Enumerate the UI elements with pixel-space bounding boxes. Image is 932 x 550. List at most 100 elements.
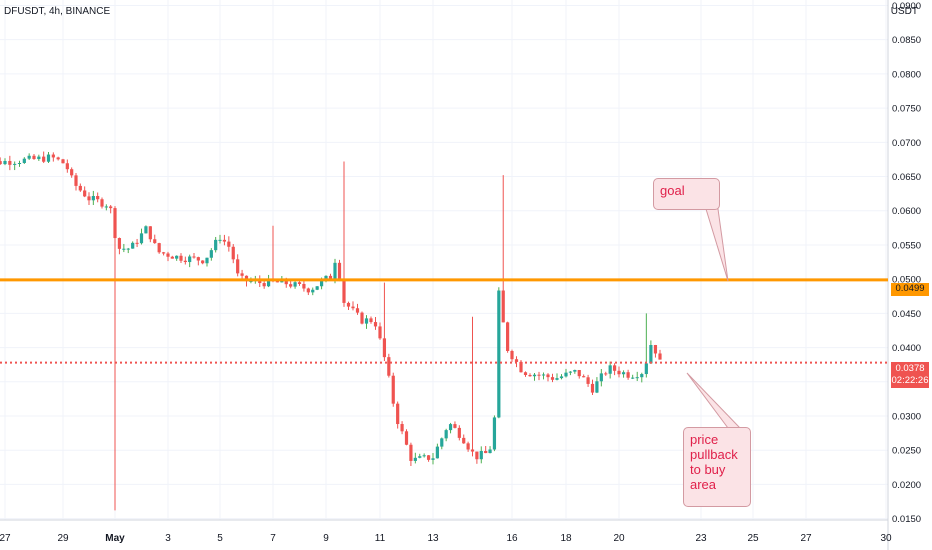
x-tick-label: 5 <box>217 533 223 544</box>
y-tick-label: 0.0150 <box>892 514 921 525</box>
candle-body <box>65 163 69 170</box>
candle-body <box>78 185 82 191</box>
pullback-callout-pointer <box>686 372 742 429</box>
candle-body <box>653 345 658 354</box>
y-tick-label: 0.0200 <box>892 480 921 491</box>
candle-body <box>550 377 555 380</box>
x-tick-label: 27 <box>0 533 11 544</box>
candle-body <box>302 283 306 289</box>
candle-body <box>293 282 297 287</box>
candle-body <box>387 357 391 376</box>
candle-body <box>179 255 183 261</box>
y-tick-label: 0.0600 <box>892 206 921 217</box>
candle-body <box>170 256 174 259</box>
candle-body <box>91 196 95 201</box>
candle-body <box>333 262 337 279</box>
candle-body <box>409 444 413 461</box>
candle-body <box>514 359 519 362</box>
candle-body <box>568 371 573 373</box>
candle-body <box>337 262 342 280</box>
candle-body <box>373 322 378 327</box>
candle-body <box>61 159 65 164</box>
candle-body <box>342 279 346 303</box>
candle-body <box>289 284 293 287</box>
candle-body <box>284 278 288 285</box>
candle-body <box>346 302 351 307</box>
candle-body <box>315 286 319 290</box>
candle-body <box>577 369 581 377</box>
symbol-title: DFUSDT, 4h, BINANCE <box>4 6 111 17</box>
candle-body <box>104 206 108 208</box>
candle-body <box>360 312 364 324</box>
candle-body <box>631 377 635 379</box>
candle-body <box>396 403 400 425</box>
candle-body <box>183 260 187 263</box>
candle-body <box>196 257 200 261</box>
candle-body <box>27 155 31 159</box>
y-tick-label: 0.0550 <box>892 240 921 251</box>
candle-body <box>537 374 541 376</box>
candle-body <box>528 375 532 377</box>
x-tick-label: 3 <box>165 533 171 544</box>
candle-body <box>144 226 148 234</box>
x-tick-label: 7 <box>270 533 276 544</box>
candle-body <box>122 248 126 250</box>
candle-body <box>586 377 590 384</box>
candle-body <box>311 289 315 293</box>
candle-body <box>497 290 501 418</box>
candle-body <box>131 242 135 249</box>
candle-body <box>161 252 166 254</box>
candle-body <box>382 338 387 358</box>
candle-body <box>422 455 426 457</box>
candle-body <box>266 278 271 287</box>
candle-body <box>209 250 213 258</box>
candle-body <box>126 248 130 250</box>
candle-body <box>612 365 617 371</box>
candle-body <box>404 431 409 445</box>
candle-body <box>364 318 369 324</box>
candle-body <box>378 326 382 339</box>
candle-body <box>621 372 626 375</box>
y-tick-label: 0.0850 <box>892 35 921 46</box>
candle-body <box>275 281 280 283</box>
candle-body <box>222 239 227 242</box>
candle-body <box>22 158 26 163</box>
candle-body <box>532 374 537 377</box>
candle-body <box>87 196 91 201</box>
y-tick-label: 0.0400 <box>892 343 921 354</box>
candle-body <box>46 154 51 162</box>
y-tick-label: 0.0750 <box>892 104 921 115</box>
candle-body <box>400 424 404 432</box>
x-tick-label: 30 <box>880 533 892 544</box>
candle-body <box>355 308 360 313</box>
candle-body <box>51 154 55 158</box>
candle-body <box>475 451 479 460</box>
candle-body <box>559 376 564 379</box>
goal-callout[interactable]: goal <box>653 178 720 210</box>
candle-body <box>604 373 608 375</box>
candle-body <box>205 257 209 264</box>
candle-body <box>297 282 302 284</box>
candle-body <box>470 449 475 452</box>
y-tick-label: 0.0250 <box>892 446 921 457</box>
candle-body <box>32 155 36 160</box>
candle-body <box>3 160 7 165</box>
x-tick-label: 9 <box>323 533 329 544</box>
candle-body <box>595 381 599 393</box>
candle-body <box>391 375 395 404</box>
candle-body <box>258 280 262 284</box>
candle-body <box>431 458 435 460</box>
candle-body <box>113 208 117 239</box>
candle-body <box>13 163 17 165</box>
x-tick-label: 23 <box>695 533 707 544</box>
pullback-callout[interactable]: price pullback to buy area <box>683 427 751 507</box>
candle-body <box>599 373 603 382</box>
candle-body <box>640 374 644 378</box>
candle-body <box>555 378 559 380</box>
candle-body <box>506 322 510 352</box>
candle-body <box>236 259 240 274</box>
candle-body <box>148 226 152 240</box>
candle-body <box>573 369 577 372</box>
candle-body <box>564 372 568 377</box>
